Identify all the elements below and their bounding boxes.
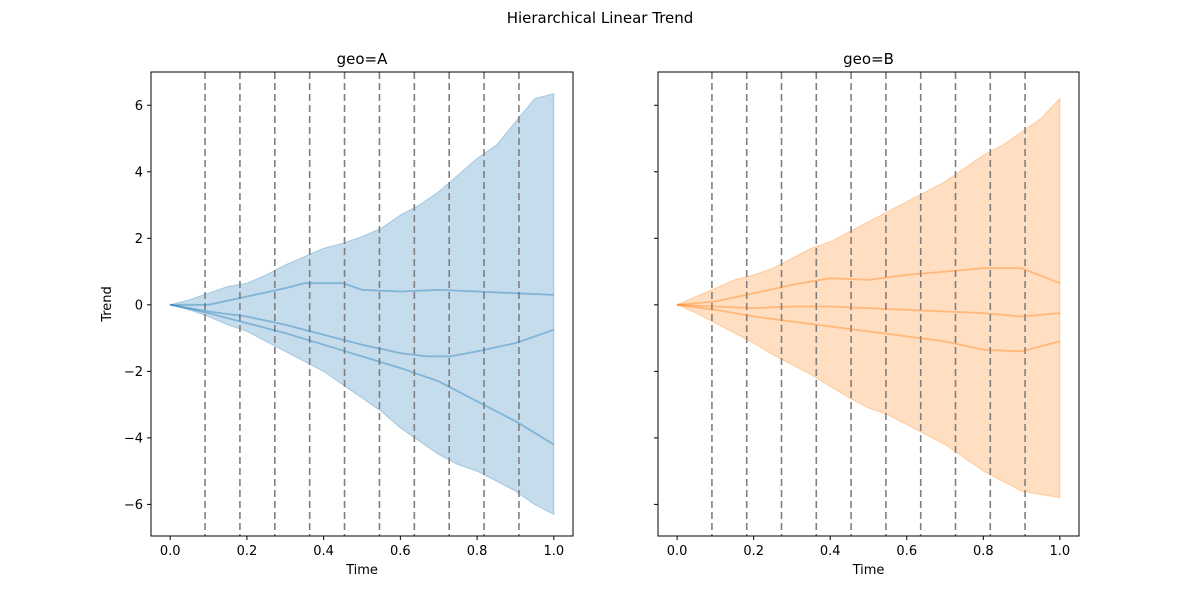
- x-tick-label: 1.0: [1050, 544, 1071, 559]
- uncertainty-band-geo-b: [675, 97, 1061, 499]
- panel-geo-b: geo=B Time 0.0 0.2 0.4 0.6 0.8 1.0: [654, 50, 1080, 578]
- x-tick-label: 0.8: [467, 544, 488, 559]
- x-tick-label: 0.4: [313, 544, 334, 559]
- trend-line-geo-a-1: [170, 282, 554, 306]
- trend-line-geo-a-2: [170, 303, 555, 358]
- y-tick-label: 6: [135, 99, 143, 114]
- y-tick-label: −4: [124, 431, 143, 446]
- y-tick-label: 0: [135, 298, 143, 313]
- x-tick-label: 0.0: [667, 544, 688, 559]
- panel-title-geo-a: geo=A: [337, 50, 388, 68]
- figure-title: Hierarchical Linear Trend: [507, 9, 694, 27]
- x-axis-label-geo-a: Time: [345, 563, 378, 578]
- x-tick-label: 0.0: [160, 544, 181, 559]
- y-tick-label: 2: [135, 232, 143, 247]
- x-tick-label: 0.6: [390, 544, 411, 559]
- x-tick-label: 1.0: [543, 544, 564, 559]
- uncertainty-band-geo-a: [168, 92, 555, 516]
- y-axis-label: Trend: [100, 286, 115, 323]
- trend-line-geo-b-2: [677, 303, 1060, 318]
- panel-geo-a: geo=A Time Trend 0.0 0.2 0.4 0.6 0.8 1.0 −6 −4 −…: [100, 50, 574, 578]
- x-tick-label: 0.2: [237, 544, 258, 559]
- x-tick-label: 0.6: [896, 544, 917, 559]
- trend-line-geo-a-3: [170, 303, 555, 446]
- y-tick-label: 4: [135, 165, 143, 180]
- trend-line-geo-b-3: [676, 303, 1061, 353]
- y-tick-label: −6: [124, 498, 143, 513]
- y-tick-label: −2: [124, 365, 143, 380]
- panel-title-geo-b: geo=B: [843, 50, 894, 68]
- x-tick-label: 0.4: [820, 544, 841, 559]
- axes-frame-geo-b: [657, 71, 1080, 537]
- x-tick-label: 0.2: [743, 544, 764, 559]
- trend-line-geo-b-1: [677, 267, 1061, 306]
- x-axis-label-geo-b: Time: [852, 563, 885, 578]
- x-tick-label: 0.8: [973, 544, 994, 559]
- axes-frame-geo-a: [150, 71, 574, 537]
